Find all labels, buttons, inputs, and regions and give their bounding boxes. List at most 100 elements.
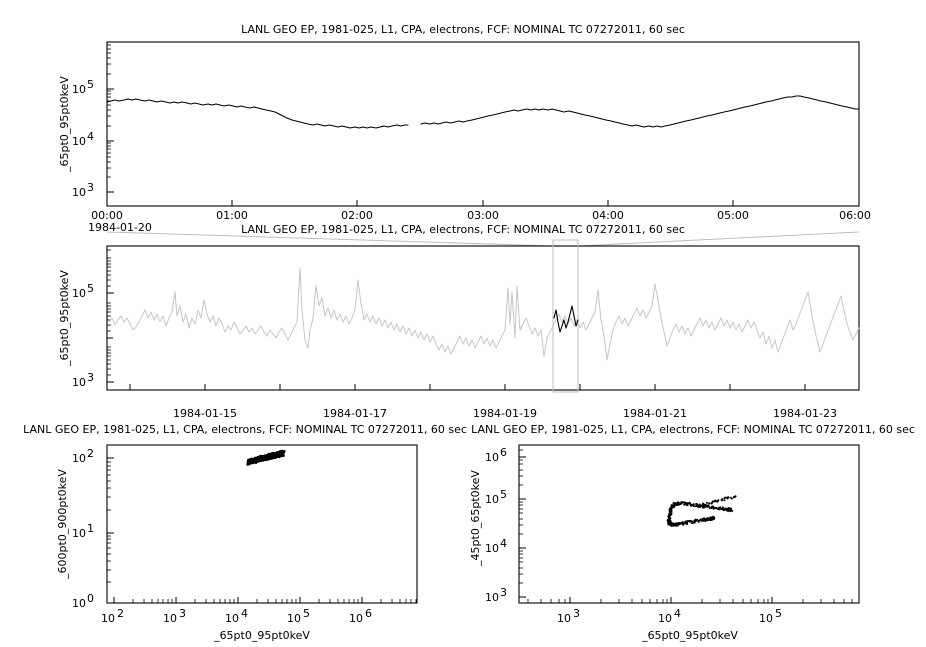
scatter-point [704, 503, 707, 506]
bl-xtick-1: 10 [163, 612, 177, 625]
bl-ytick-0: 10 [72, 597, 86, 610]
br-xtick-2: 10 [759, 612, 773, 625]
scatter-point [268, 455, 271, 458]
middle-xtick-2: 1984-01-19 [473, 407, 537, 420]
bottom-left-y-tick-labels: 10 0 10 1 10 2 [72, 447, 94, 610]
scatter-point [717, 499, 720, 502]
br-ytick-1: 10 [485, 542, 499, 555]
top-panel-ylabel: _65pt0_95pt0keV [58, 76, 71, 173]
bottom-left-y-ticks [107, 457, 114, 604]
bottom-left-x-tick-labels: 10 2 10 3 10 4 10 5 10 6 [101, 607, 372, 625]
scatter-point [261, 459, 264, 462]
br-ytick-0: 10 [485, 591, 499, 604]
scatter-point [279, 449, 282, 453]
scatter-point [279, 454, 283, 457]
scatter-point [281, 451, 284, 454]
top-y-ticks [107, 44, 114, 193]
bottom-left-xlabel: _65pt0_95pt0keV [213, 629, 310, 642]
scatter-point [728, 509, 731, 512]
bl-xtick-4: 10 [349, 612, 363, 625]
scatter-point [681, 523, 684, 526]
scatter-point [724, 496, 727, 499]
panel-top: LANL GEO EP, 1981-025, L1, CPA, electron… [58, 23, 871, 234]
middle-ytick-0-exp: 3 [87, 371, 94, 384]
scatter-point [681, 501, 684, 504]
middle-y-tick-labels: 10 3 10 5 [72, 282, 94, 389]
bottom-left-panel-frame [106, 444, 418, 604]
top-panel-frame [106, 41, 860, 207]
top-panel-date-label: 1984-01-20 [88, 221, 152, 234]
scatter-point [668, 511, 671, 514]
middle-ytick-0: 10 [72, 376, 86, 389]
br-ytick-2: 10 [485, 493, 499, 506]
br-xtick-2-exp: 5 [775, 607, 782, 620]
bl-ytick-2-exp: 2 [87, 447, 94, 460]
scatter-point [265, 453, 268, 457]
top-panel-series-segment-2 [420, 95, 860, 128]
bottom-right-y-ticks [519, 449, 526, 598]
top-xtick-4: 04:00 [592, 209, 624, 222]
scatter-point [710, 502, 713, 505]
scatter-point [270, 452, 273, 455]
scatter-point [703, 517, 706, 520]
scatter-point [683, 521, 686, 524]
panel-middle: LANL GEO EP, 1981-025, L1, CPA, electron… [58, 223, 860, 420]
middle-xtick-1: 1984-01-17 [323, 407, 387, 420]
scatter-point [691, 520, 694, 523]
top-xtick-2: 02:00 [341, 209, 373, 222]
br-xtick-0: 10 [557, 612, 571, 625]
bl-xtick-2: 10 [225, 612, 239, 625]
scatter-point [263, 457, 266, 460]
bl-xtick-1-exp: 3 [179, 607, 186, 620]
top-xtick-0: 00:00 [91, 209, 123, 222]
scatter-point [246, 460, 249, 463]
panel-bottom-left: LANL GEO EP, 1981-025, L1, CPA, electron… [23, 423, 467, 642]
scatter-point [257, 458, 260, 461]
scatter-point [707, 505, 710, 508]
scatter-point [277, 455, 281, 458]
middle-x-ticks [129, 384, 806, 390]
scatter-point [692, 505, 695, 508]
middle-xtick-0: 1984-01-15 [173, 407, 237, 420]
middle-ytick-1-exp: 5 [87, 282, 94, 295]
scatter-point [667, 515, 670, 518]
scatter-point [698, 503, 701, 506]
middle-x-tick-labels: 1984-01-15 1984-01-17 1984-01-19 1984-01… [173, 407, 837, 420]
scatter-point [727, 496, 730, 499]
top-x-ticks [106, 200, 860, 206]
top-xtick-6: 06:00 [839, 209, 871, 222]
br-xtick-1-exp: 4 [674, 607, 681, 620]
scatter-point [265, 457, 268, 460]
scatter-point [675, 503, 678, 506]
top-ytick-1-exp: 4 [87, 130, 94, 143]
top-panel-series [106, 98, 409, 129]
scatter-point [677, 501, 680, 504]
top-xtick-5: 05:00 [717, 209, 749, 222]
middle-xtick-3: 1984-01-21 [623, 407, 687, 420]
br-ytick-0-exp: 3 [500, 586, 507, 599]
scatter-point [721, 506, 724, 509]
bottom-right-x-ticks [527, 597, 860, 603]
scatter-point [708, 517, 711, 520]
scatter-point [723, 509, 726, 512]
bottom-left-x-ticks [113, 597, 417, 603]
bl-xtick-0: 10 [101, 612, 115, 625]
scatter-point [696, 519, 699, 522]
scatter-point [701, 517, 704, 520]
time-selection-box[interactable] [552, 239, 579, 393]
middle-panel-ylabel: _65pt0_95pt0keV [58, 270, 71, 367]
scatter-point [703, 506, 706, 509]
scatter-point [668, 516, 671, 519]
scatter-point [731, 509, 734, 512]
scatter-point [696, 503, 699, 506]
scatter-point [688, 501, 691, 504]
middle-y-ticks [107, 249, 114, 383]
br-xtick-0-exp: 3 [573, 607, 580, 620]
bottom-right-panel-title: LANL GEO EP, 1981-025, L1, CPA, electron… [471, 423, 915, 436]
scatter-point [282, 450, 285, 453]
scatter-point [708, 502, 711, 505]
scatter-point [718, 508, 721, 511]
panel-link-connectors [106, 231, 860, 247]
scatter-point [729, 507, 732, 510]
